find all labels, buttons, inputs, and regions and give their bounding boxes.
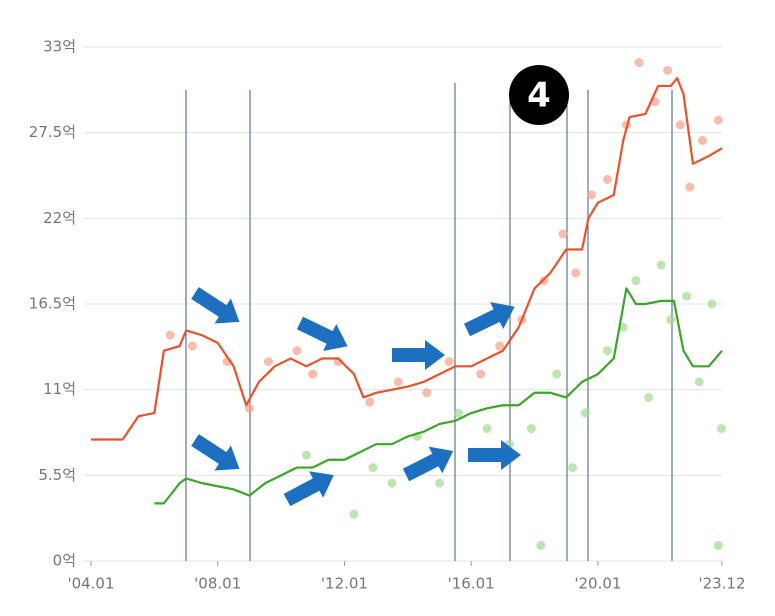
point xyxy=(666,315,676,325)
point xyxy=(602,174,612,184)
point xyxy=(618,322,628,332)
grid xyxy=(84,46,723,566)
y-tick-label: 0억 xyxy=(53,552,76,570)
plot-area xyxy=(91,58,726,550)
point xyxy=(716,424,726,434)
x-tick-label: '20.01 xyxy=(574,575,621,593)
x-tick-label: '23.12 xyxy=(698,575,745,593)
arrow xyxy=(296,316,348,351)
y-tick-label: 5.5억 xyxy=(38,466,76,484)
point xyxy=(694,377,704,387)
point xyxy=(422,388,432,398)
arrow xyxy=(191,434,240,471)
point xyxy=(292,346,302,356)
point xyxy=(244,403,254,413)
arrow xyxy=(191,287,240,324)
point xyxy=(580,408,590,418)
point xyxy=(587,190,597,200)
point xyxy=(558,229,568,239)
arrow xyxy=(402,446,454,482)
point xyxy=(526,424,536,434)
x-tick-label: '16.01 xyxy=(448,575,495,593)
point xyxy=(301,450,311,460)
arrow xyxy=(463,302,515,337)
point xyxy=(571,268,581,278)
point xyxy=(187,341,197,351)
point xyxy=(368,463,378,473)
point xyxy=(634,58,644,68)
point xyxy=(387,478,397,488)
x-tick-label: '04.01 xyxy=(67,575,114,593)
point xyxy=(308,369,318,379)
arrow xyxy=(283,471,334,507)
point xyxy=(393,377,403,387)
y-tick-label: 16.5억 xyxy=(29,295,76,313)
point xyxy=(675,120,685,130)
point xyxy=(631,276,641,286)
point xyxy=(476,369,486,379)
point xyxy=(434,478,444,488)
point xyxy=(663,65,673,75)
arrow xyxy=(392,340,445,370)
point xyxy=(165,330,175,340)
line xyxy=(154,287,723,505)
y-tick-label: 27.5억 xyxy=(29,123,76,141)
point xyxy=(482,424,492,434)
reference-lines xyxy=(185,83,673,561)
point xyxy=(568,463,578,473)
y-tick-label: 22억 xyxy=(43,209,76,227)
point xyxy=(365,397,375,407)
point xyxy=(263,357,273,367)
point xyxy=(713,540,723,550)
point xyxy=(454,408,464,418)
point xyxy=(536,540,546,550)
point xyxy=(349,509,359,519)
point xyxy=(685,182,695,192)
line xyxy=(91,77,723,441)
x-tick-label: '12.01 xyxy=(321,575,368,593)
y-tick-label: 33억 xyxy=(43,38,76,56)
point xyxy=(697,135,707,145)
point xyxy=(444,357,454,367)
x-tick-label: '08.01 xyxy=(194,575,241,593)
point xyxy=(552,369,562,379)
arrow xyxy=(468,440,521,470)
badge xyxy=(509,65,569,125)
point xyxy=(644,392,654,402)
point xyxy=(495,341,505,351)
point xyxy=(602,346,612,356)
point xyxy=(682,291,692,301)
point xyxy=(707,299,717,309)
point xyxy=(656,260,666,270)
y-tick-label: 11억 xyxy=(43,380,76,398)
badge-label: 4 xyxy=(527,76,551,116)
point xyxy=(713,115,723,125)
arrows xyxy=(191,287,521,507)
